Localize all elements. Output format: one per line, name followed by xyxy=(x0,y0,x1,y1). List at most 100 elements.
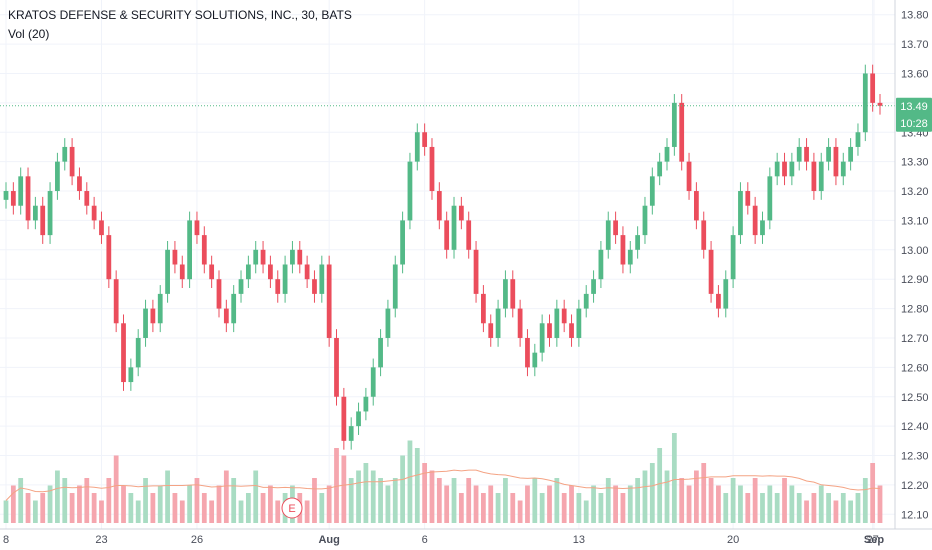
time-tick-label: 8 xyxy=(3,534,9,546)
candle xyxy=(231,285,237,333)
candle xyxy=(414,123,420,171)
earnings-event-label: E xyxy=(288,503,295,515)
price-tick-label: 13.80 xyxy=(901,10,929,22)
candle xyxy=(245,255,251,289)
candle xyxy=(187,211,193,289)
volume-bar xyxy=(378,478,383,523)
volume-bar xyxy=(458,493,464,523)
volume-bar xyxy=(495,493,501,523)
candle-body xyxy=(862,73,868,133)
candle xyxy=(760,211,765,244)
candle-body xyxy=(649,176,655,206)
volume-bar xyxy=(32,500,38,523)
candle xyxy=(796,138,802,171)
candle-body xyxy=(422,132,428,147)
earnings-event-marker[interactable]: E xyxy=(281,497,303,519)
price-tick-label: 13.00 xyxy=(901,245,929,257)
candle-body xyxy=(811,161,817,192)
candle-body xyxy=(84,191,90,206)
volume-bar xyxy=(356,470,361,523)
candle-body xyxy=(488,323,494,338)
volume-bar xyxy=(201,493,207,523)
candle xyxy=(69,138,75,186)
candle-body xyxy=(326,264,332,338)
volume-bar xyxy=(69,493,75,523)
volume-bar xyxy=(260,493,266,523)
candle-body xyxy=(760,220,765,236)
candle-body xyxy=(47,191,53,236)
volume-bar xyxy=(121,485,126,523)
candle-body xyxy=(223,308,229,324)
candle-body xyxy=(605,220,611,250)
candle xyxy=(576,299,582,347)
price-tick-label: 12.70 xyxy=(901,333,929,345)
candle-body xyxy=(782,161,787,177)
candle-body xyxy=(194,220,200,236)
candle-body xyxy=(510,279,516,309)
candle-body xyxy=(495,308,501,338)
candle-body xyxy=(774,161,780,177)
volume-bar xyxy=(135,500,141,523)
candle xyxy=(223,299,229,333)
candle-body xyxy=(407,161,413,221)
candle-body xyxy=(40,205,46,236)
candle-body xyxy=(143,308,148,338)
candle-body xyxy=(187,220,193,280)
volume-bar xyxy=(84,478,90,523)
candle xyxy=(194,211,200,244)
volume-bar xyxy=(91,493,97,523)
candle xyxy=(400,211,405,274)
volume-bar xyxy=(635,478,641,523)
time-tick-label: 6 xyxy=(422,534,428,546)
candle xyxy=(378,329,383,377)
candle-body xyxy=(282,264,288,294)
candle xyxy=(870,64,876,112)
chart-grid xyxy=(0,0,895,529)
candle xyxy=(620,226,626,274)
candle-body xyxy=(3,191,9,200)
symbol-title[interactable]: KRATOS DEFENSE & SECURITY SOLUTIONS, INC… xyxy=(8,8,352,22)
candle xyxy=(47,182,53,244)
candle-body xyxy=(385,308,391,338)
candle xyxy=(679,94,685,171)
volume-bar xyxy=(392,478,398,523)
candle xyxy=(216,270,222,318)
candle-body xyxy=(613,220,618,236)
candle xyxy=(121,314,126,391)
volume-bar xyxy=(451,478,457,523)
candle xyxy=(569,314,574,347)
candle-body xyxy=(539,323,545,353)
candle-body xyxy=(436,191,442,221)
candle-body xyxy=(671,102,677,147)
volume-bar xyxy=(341,455,347,523)
volume-bar xyxy=(238,500,244,523)
candle xyxy=(429,138,435,200)
candle-body xyxy=(216,279,222,309)
price-axis[interactable]: 12.10 12.20 12.30 12.40 12.50 12.60 12.70 12.80… xyxy=(901,10,929,522)
time-tick-label: Aug xyxy=(318,534,339,546)
candle-body xyxy=(708,249,714,294)
candle xyxy=(840,152,846,186)
candlestick-series xyxy=(3,64,883,450)
candle-body xyxy=(106,235,112,280)
candle xyxy=(268,255,273,289)
volume-bar xyxy=(216,485,222,523)
volume-bar xyxy=(334,448,339,523)
candle xyxy=(693,182,699,230)
volume-bar xyxy=(723,493,729,523)
time-tick-label: 13 xyxy=(573,534,585,546)
candle-body xyxy=(268,264,273,280)
volume-bar xyxy=(576,493,582,523)
volume-indicator-label[interactable]: Vol (20) xyxy=(8,27,50,41)
candle-body xyxy=(201,235,207,265)
candle-body xyxy=(363,396,369,412)
candle xyxy=(55,152,60,200)
candle xyxy=(598,240,604,289)
volume-bar xyxy=(774,493,780,523)
candle xyxy=(554,299,560,347)
price-tick-label: 12.20 xyxy=(901,480,929,492)
candle-body xyxy=(62,146,68,162)
candle xyxy=(583,285,589,318)
